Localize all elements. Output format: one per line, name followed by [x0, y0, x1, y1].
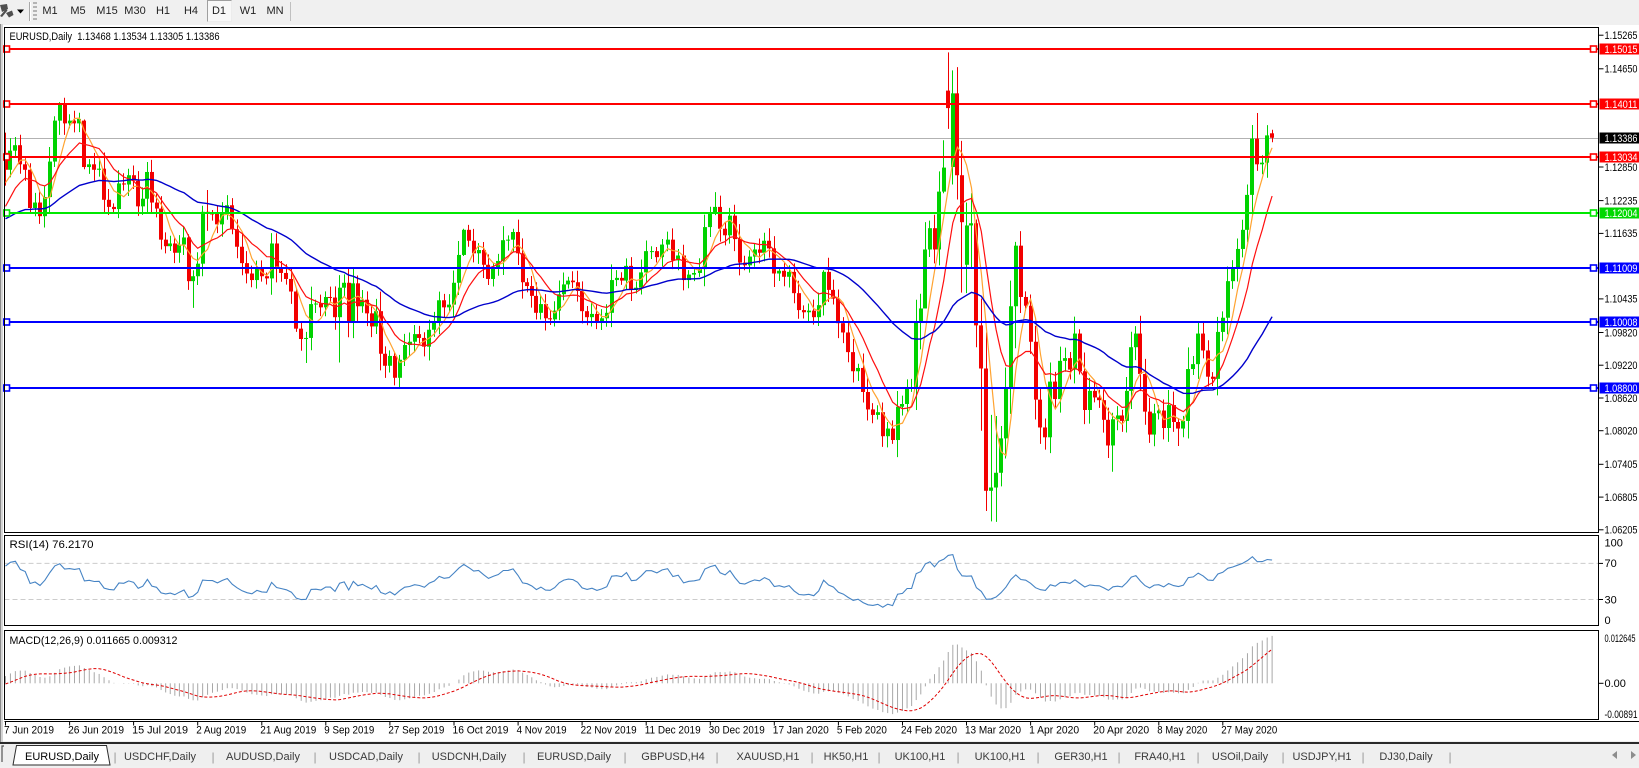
svg-text:100: 100 [1605, 538, 1623, 550]
svg-text:RSI(14) 76.2170: RSI(14) 76.2170 [10, 539, 94, 551]
svg-text:13 Mar 2020: 13 Mar 2020 [965, 725, 1021, 737]
svg-text:1.15265: 1.15265 [1605, 30, 1638, 42]
svg-text:1.13386: 1.13386 [1605, 133, 1638, 145]
svg-text:15 Jul 2019: 15 Jul 2019 [132, 725, 188, 737]
svg-text:0.012645: 0.012645 [1605, 633, 1636, 645]
svg-text:7 Jun 2019: 7 Jun 2019 [4, 725, 54, 737]
svg-text:1.09820: 1.09820 [1605, 327, 1638, 339]
svg-text:1.10435: 1.10435 [1605, 294, 1638, 306]
svg-text:MACD(12,26,9) 0.011665 0.00931: MACD(12,26,9) 0.011665 0.009312 [10, 635, 178, 647]
svg-text:1.11635: 1.11635 [1605, 228, 1638, 240]
svg-text:1.06805: 1.06805 [1605, 492, 1638, 504]
svg-text:27 May 2020: 27 May 2020 [1221, 725, 1277, 737]
svg-text:26 Jun 2019: 26 Jun 2019 [68, 725, 124, 737]
svg-text:-0.00891: -0.00891 [1605, 709, 1638, 721]
svg-text:1.06205: 1.06205 [1605, 525, 1638, 537]
svg-text:21 Aug 2019: 21 Aug 2019 [260, 725, 316, 737]
svg-text:8 May 2020: 8 May 2020 [1157, 725, 1207, 737]
svg-text:1.07405: 1.07405 [1605, 459, 1638, 471]
svg-text:5 Feb 2020: 5 Feb 2020 [837, 725, 887, 737]
svg-text:30 Dec 2019: 30 Dec 2019 [709, 725, 765, 737]
svg-text:1.14650: 1.14650 [1605, 64, 1638, 76]
svg-text:11 Dec 2019: 11 Dec 2019 [645, 725, 701, 737]
svg-text:1.15015: 1.15015 [1605, 44, 1638, 56]
svg-text:EURUSD,Daily 1.13468 1.13534: EURUSD,Daily 1.13468 1.13534 1.13305 1.1… [10, 31, 220, 43]
svg-text:1.09220: 1.09220 [1605, 360, 1638, 372]
svg-text:30: 30 [1605, 594, 1617, 606]
svg-text:70: 70 [1605, 558, 1617, 570]
svg-text:20 Apr 2020: 20 Apr 2020 [1093, 725, 1149, 737]
svg-text:1.08800: 1.08800 [1605, 383, 1638, 395]
svg-text:1.08020: 1.08020 [1605, 426, 1638, 438]
svg-text:17 Jan 2020: 17 Jan 2020 [773, 725, 829, 737]
svg-text:1.12235: 1.12235 [1605, 195, 1638, 207]
svg-text:9 Sep 2019: 9 Sep 2019 [324, 725, 374, 737]
svg-text:1.13034: 1.13034 [1605, 152, 1638, 164]
svg-text:24 Feb 2020: 24 Feb 2020 [901, 725, 957, 737]
svg-text:0: 0 [1605, 615, 1611, 627]
svg-text:27 Sep 2019: 27 Sep 2019 [388, 725, 444, 737]
svg-text:22 Nov 2019: 22 Nov 2019 [581, 725, 637, 737]
svg-text:0.00: 0.00 [1605, 678, 1626, 690]
svg-text:1.12004: 1.12004 [1605, 208, 1638, 220]
svg-text:2 Aug 2019: 2 Aug 2019 [196, 725, 246, 737]
svg-text:1 Apr 2020: 1 Apr 2020 [1029, 725, 1079, 737]
svg-text:1.10008: 1.10008 [1605, 317, 1638, 329]
svg-text:1.14011: 1.14011 [1605, 99, 1638, 111]
svg-text:16 Oct 2019: 16 Oct 2019 [453, 725, 509, 737]
svg-text:1.11009: 1.11009 [1605, 263, 1638, 275]
svg-text:4 Nov 2019: 4 Nov 2019 [517, 725, 567, 737]
